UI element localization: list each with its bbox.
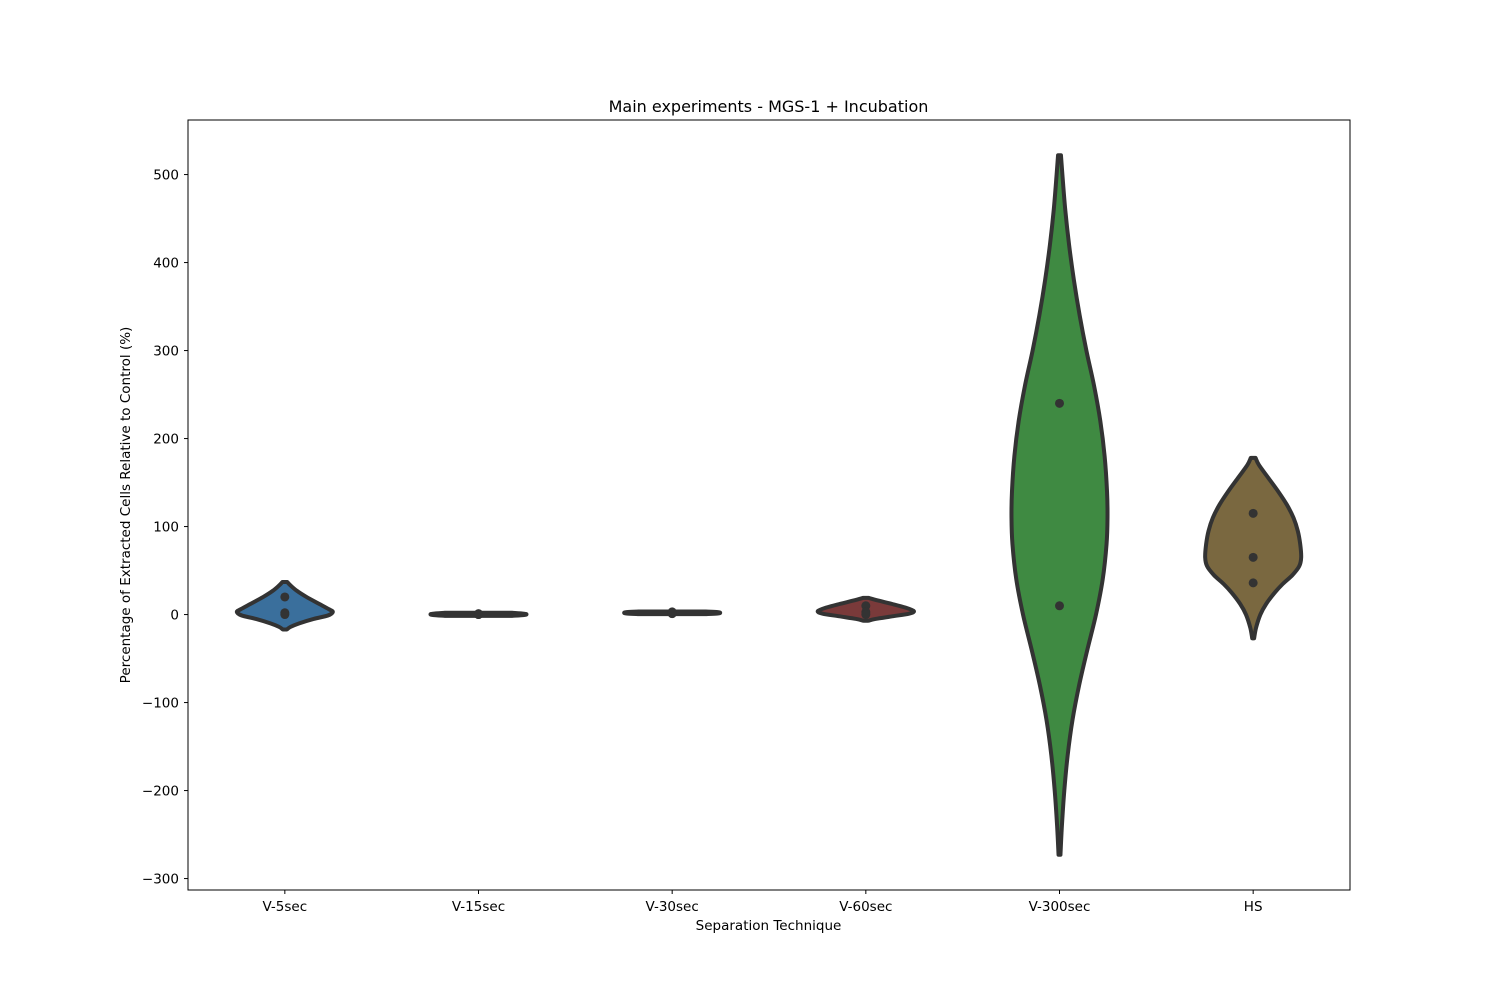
points-layer	[280, 398, 1258, 620]
violin-v-300sec	[1009, 153, 1110, 857]
data-point	[280, 610, 290, 620]
x-tick-label: V-15sec	[452, 899, 505, 915]
x-axis-label: Separation Technique	[696, 918, 842, 934]
x-axis-ticks: V-5sec V-15sec V-30sec V-60sec V-300sec HS	[262, 890, 1263, 915]
y-tick-label: 400	[153, 256, 179, 272]
data-point	[1055, 601, 1064, 611]
violin-hs	[1203, 455, 1304, 641]
x-tick-label: V-300sec	[1029, 899, 1091, 915]
y-tick-label: 500	[153, 168, 179, 184]
data-point	[1248, 508, 1258, 518]
data-point	[280, 592, 290, 602]
data-point	[861, 601, 871, 611]
x-tick-label: V-5sec	[262, 899, 307, 915]
data-point	[861, 610, 871, 620]
y-tick-label: 100	[153, 520, 179, 536]
y-tick-label: −200	[142, 784, 179, 800]
y-axis-ticks: −300 −200 −100 0 100 200 300 400 500	[142, 168, 188, 888]
x-tick-label: V-60sec	[839, 899, 892, 915]
y-tick-label: −100	[142, 696, 179, 712]
y-tick-label: 300	[153, 344, 179, 360]
data-point	[1248, 578, 1258, 588]
data-point	[1248, 552, 1258, 562]
y-axis-label: Percentage of Extracted Cells Relative t…	[118, 327, 134, 684]
violin-v-5sec	[234, 580, 335, 632]
chart-title: Main experiments - MGS-1 + Incubation	[609, 97, 929, 116]
x-tick-label: V-30sec	[646, 899, 699, 915]
y-tick-label: −300	[142, 872, 179, 888]
violins-layer	[234, 153, 1304, 857]
plot-area-frame	[187, 119, 1351, 891]
data-point	[667, 608, 677, 618]
x-tick-label: HS	[1244, 899, 1263, 915]
y-tick-label: 200	[153, 432, 179, 448]
data-point	[1055, 398, 1064, 408]
data-point	[474, 610, 483, 620]
y-tick-label: 0	[170, 608, 179, 624]
